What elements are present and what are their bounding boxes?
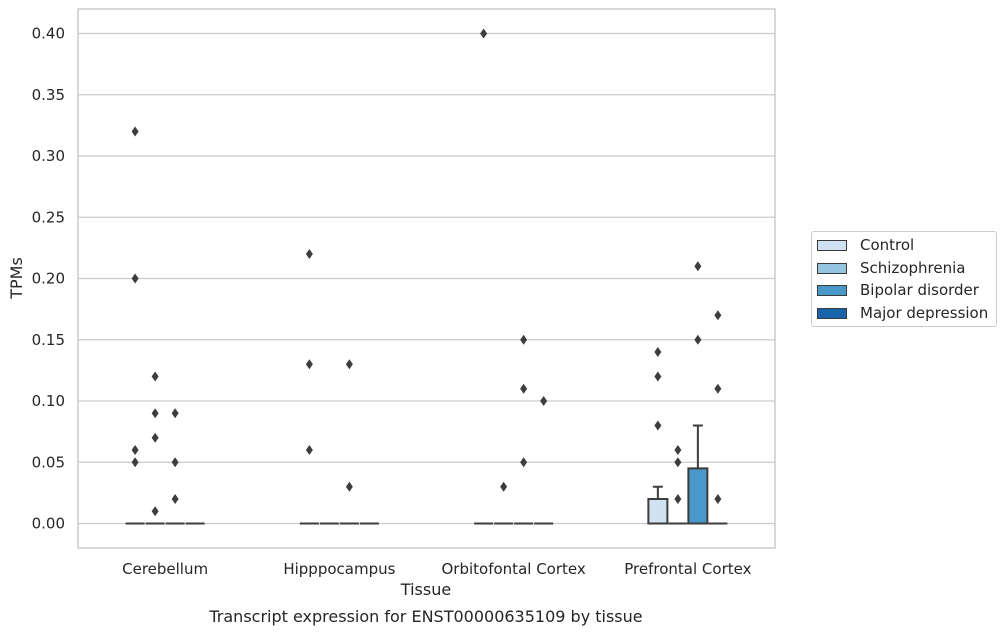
legend-label-control: Control [860,236,915,254]
outlier-point [500,481,508,492]
outlier-point [694,261,702,272]
outlier-point [654,347,662,357]
y-tick-label: 0.05 [32,453,65,471]
y-tick-label: 0.30 [32,147,65,165]
x-tick-label: Hipppocampus [283,560,395,578]
legend: Control Schizophrenia Bipolar disorder M… [811,231,997,327]
y-tick-label: 0.35 [32,86,65,104]
outlier-point [520,457,528,468]
legend-swatch-major-depression [817,307,847,319]
outlier-point [345,359,353,370]
box-iqr [687,467,709,525]
outlier-point [151,371,159,382]
outlier-point [151,432,159,443]
y-tick-label: 0.15 [32,331,65,349]
grid-layer [78,32,775,525]
legend-label-bipolar-disorder: Bipolar disorder [860,281,979,299]
outlier-point [131,273,139,284]
outlier-point [674,457,682,468]
y-tick-labels: 0.00 0.05 0.10 0.15 0.20 0.25 0.30 0.35 0.40 [32,25,65,533]
box-iqr [647,498,669,525]
outlier-point [171,457,179,468]
outlier-point [171,494,179,504]
legend-swatch-schizophrenia [817,262,847,274]
outlier-point [540,396,548,406]
legend-label-major-depression: Major depression [860,304,989,322]
y-tick-label: 0.10 [32,392,65,410]
outlier-point [714,383,722,394]
outlier-point [674,445,682,455]
outlier-point [305,249,313,259]
outlier-point [171,408,179,419]
plot-layer [125,28,728,525]
outlier-point [131,445,139,455]
outlier-point [520,383,528,394]
x-tick-labels: Cerebellum Hipppocampus Orbitofontal Corte… [122,560,751,578]
plot-frame [77,8,776,549]
outlier-point [151,506,159,517]
outlier-point [654,371,662,382]
legend-swatch-bipolar-disorder [817,284,847,296]
x-tick-label: Cerebellum [122,560,208,578]
x-axis-label: Tissue [400,580,451,599]
outlier-point [345,481,353,492]
chart-title: Transcript expression for ENST0000063510… [208,607,642,626]
legend-item-major-depression: Major depression [817,303,988,323]
outlier-point [131,457,139,468]
outlier-point [714,494,722,504]
outlier-point [694,334,702,345]
outlier-point [305,445,313,455]
y-tick-label: 0.20 [32,270,65,288]
y-tick-label: 0.40 [32,25,65,43]
outlier-point [151,408,159,419]
outlier-point [654,420,662,431]
legend-item-schizophrenia: Schizophrenia [817,258,965,278]
y-tick-label: 0.25 [32,208,65,226]
x-tick-label: Orbitofontal Cortex [442,560,586,578]
x-tick-label: Prefrontal Cortex [624,560,751,578]
outlier-point [305,359,313,370]
outlier-point [480,28,488,39]
outlier-point [520,334,528,345]
outlier-point [714,310,722,321]
y-axis-label: TPMs [7,257,26,300]
legend-label-schizophrenia: Schizophrenia [860,259,966,277]
outlier-point [674,494,682,504]
legend-item-control: Control [817,235,914,255]
y-tick-label: 0.00 [32,515,65,533]
legend-item-bipolar-disorder: Bipolar disorder [817,280,979,300]
legend-swatch-control [817,239,847,251]
outlier-point [131,126,139,137]
